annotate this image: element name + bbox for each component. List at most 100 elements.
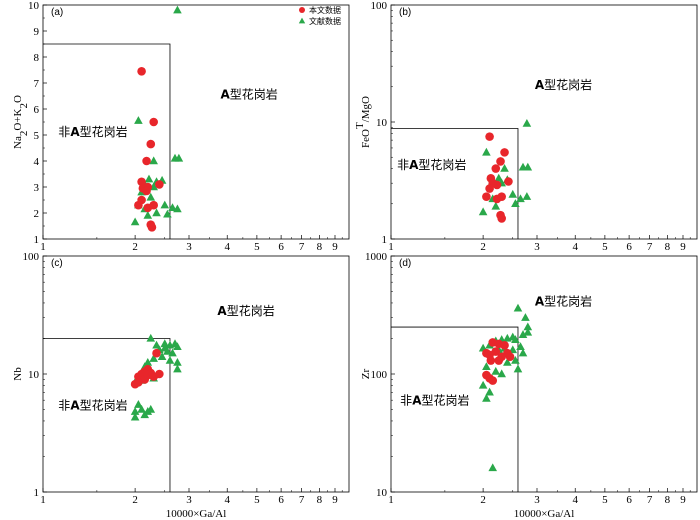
non-a-type-label: 非A型花岗岩 — [397, 157, 466, 172]
this-study-data-point — [505, 352, 515, 362]
this-study-data-point — [492, 180, 502, 190]
literature-data-point — [168, 203, 177, 211]
this-study-data-point — [486, 356, 496, 365]
literature-data-point — [518, 348, 528, 357]
non-a-type-label: 非A型花岗岩 — [400, 393, 469, 408]
literature-data-point — [485, 387, 494, 396]
a-type-label: A型花岗岩 — [535, 77, 592, 92]
x-tick-label: 1 — [388, 494, 394, 506]
legend-label: 本文数据 — [309, 5, 341, 15]
x-tick-label: 4 — [224, 241, 230, 253]
y-tick-label: 3 — [34, 182, 40, 194]
x-tick-label: 9 — [680, 494, 686, 506]
this-study-data-point — [491, 347, 501, 356]
literature-data-point — [482, 393, 491, 402]
literature-data-point — [137, 404, 146, 413]
literature-data-point — [511, 199, 520, 207]
this-study-data-point — [488, 376, 498, 385]
x-tick-label: 8 — [665, 241, 671, 253]
boundary-line — [391, 128, 519, 239]
x-tick-label: 8 — [317, 494, 323, 506]
literature-data-point — [482, 147, 491, 156]
literature-data-point — [165, 355, 175, 364]
legend-circle-marker — [299, 7, 305, 13]
panel-label: (b) — [399, 7, 411, 18]
x-tick-label: 1 — [388, 241, 394, 253]
a-type-label: A型花岗岩 — [220, 87, 277, 102]
x-tick-label: 1 — [40, 494, 46, 506]
literature-data-point — [500, 163, 509, 172]
literature-data-point — [144, 174, 154, 183]
this-study-data-point — [485, 132, 494, 141]
y-tick-label: 8 — [34, 52, 40, 64]
x-tick-label: 5 — [254, 494, 260, 506]
this-study-data-point — [155, 369, 164, 379]
x-axis-label: 10000×Ga/Al — [514, 508, 575, 520]
this-study-data-point — [500, 148, 509, 157]
y-tick-label: 100 — [371, 369, 388, 381]
x-tick-label: 5 — [602, 494, 608, 506]
literature-data-point — [516, 342, 525, 351]
plot-frame — [42, 255, 350, 493]
x-tick-label: 9 — [680, 241, 686, 253]
panel-label: (d) — [399, 258, 411, 269]
panel-label: (c) — [51, 258, 63, 269]
this-study-data-point — [155, 180, 164, 189]
y-tick-label: 100 — [371, 0, 388, 12]
y-tick-label: 7 — [34, 78, 40, 90]
literature-data-point — [513, 303, 523, 312]
y-tick-label: 100 — [23, 251, 40, 263]
literature-data-point — [491, 366, 501, 375]
y-tick-label: 10 — [376, 117, 388, 129]
y-tick-label: 1 — [382, 234, 388, 246]
plot-frame — [42, 4, 350, 240]
this-study-data-point — [149, 117, 158, 127]
x-tick-label: 2 — [480, 494, 486, 506]
literature-data-point — [130, 412, 140, 421]
x-tick-label: 8 — [665, 494, 671, 506]
literature-data-point — [497, 369, 506, 378]
this-study-data-point — [134, 378, 143, 387]
literature-data-point — [488, 463, 498, 472]
this-study-data-point — [494, 356, 504, 365]
literature-data-point — [491, 201, 501, 210]
literature-data-point — [143, 357, 153, 366]
literature-data-point — [516, 194, 525, 203]
literature-data-point — [157, 352, 167, 360]
literature-data-point — [513, 364, 523, 373]
x-tick-label: 4 — [572, 241, 578, 253]
this-study-data-point — [482, 192, 491, 201]
x-tick-label: 7 — [647, 241, 653, 253]
legend-triangle-marker — [298, 17, 306, 24]
this-study-data-point — [146, 139, 156, 149]
x-tick-label: 3 — [534, 494, 540, 506]
literature-data-point — [523, 322, 533, 331]
this-study-data-point — [142, 186, 151, 196]
panel-d: 1 2 3 4 5 6 7 8 9 10 100 1000 (d) Zr 10000×Ga/Al A型花岗岩非… — [360, 251, 698, 520]
x-tick-label: 2 — [480, 241, 486, 253]
x-tick-label: 3 — [186, 494, 192, 506]
boundary-line — [43, 338, 171, 492]
literature-data-point — [160, 343, 170, 352]
x-tick-label: 3 — [534, 241, 540, 253]
x-tick-label: 4 — [224, 494, 230, 506]
y-tick-label: 1 — [34, 234, 40, 246]
x-tick-label: 9 — [332, 494, 338, 506]
a-type-label: A型花岗岩 — [535, 294, 592, 309]
literature-data-point — [522, 118, 532, 127]
non-a-type-label: 非A型花岗岩 — [58, 397, 127, 412]
literature-data-point — [482, 362, 491, 371]
literature-data-point — [130, 407, 140, 415]
literature-data-point — [173, 357, 182, 366]
literature-data-point — [523, 327, 533, 336]
y-tick-label: 2 — [34, 208, 40, 220]
literature-data-point — [503, 333, 512, 342]
x-tick-label: 6 — [278, 241, 284, 253]
y-tick-label: 6 — [34, 104, 40, 116]
literature-data-point — [146, 192, 156, 201]
literature-data-point — [508, 332, 518, 341]
x-tick-label: 6 — [626, 494, 632, 506]
